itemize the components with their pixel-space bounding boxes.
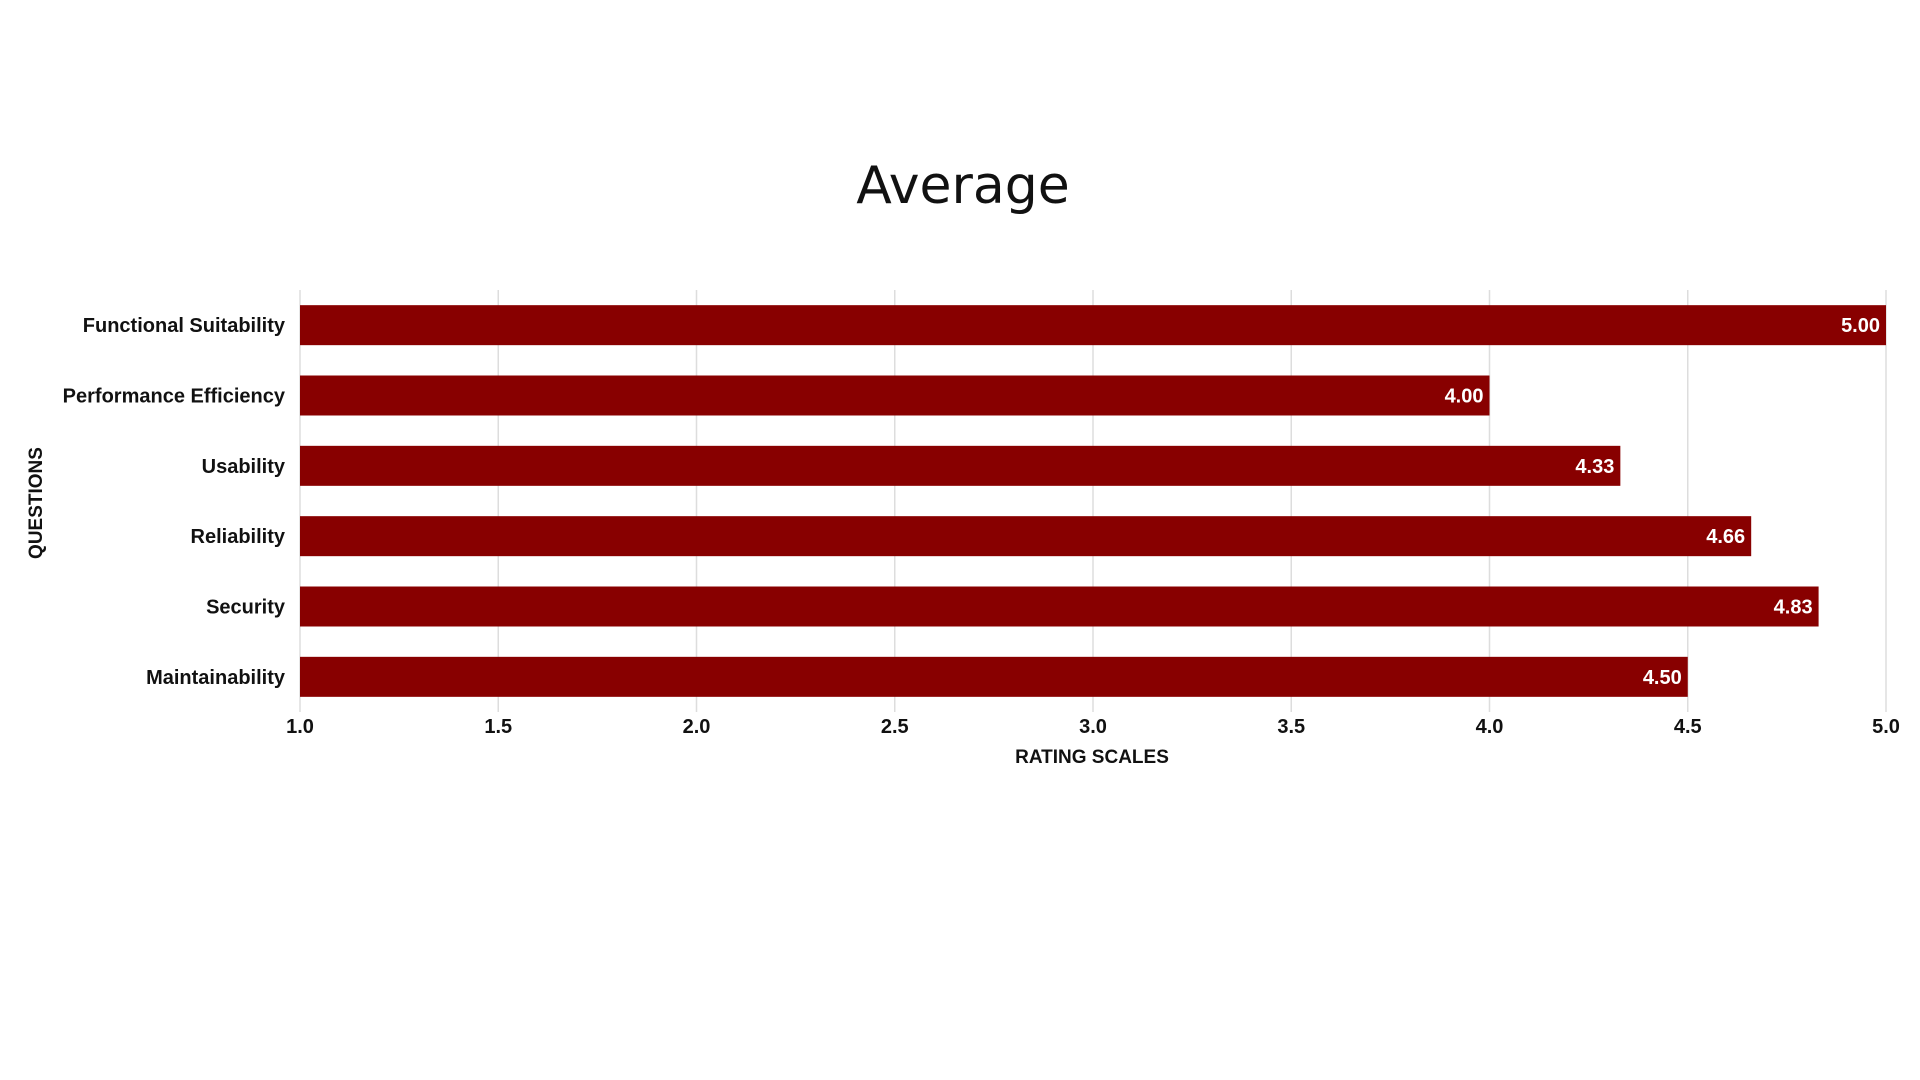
x-tick-label-6: 4.0 [1476,716,1504,738]
category-label-3: Reliability [191,526,286,548]
data-label-5: 4.50 [1643,667,1682,689]
x-tick-label-7: 4.5 [1674,716,1702,738]
x-tick-labels: 1.0 1.5 2.0 2.5 3.0 3.5 4.0 4.5 5.0 [286,716,1900,738]
category-label-1: Performance Efficiency [63,386,286,408]
bar-0 [300,305,1886,346]
x-tick-label-1: 1.5 [484,716,512,738]
x-axis-title: RATING SCALES [1015,747,1169,768]
data-label-4: 4.83 [1774,597,1813,619]
category-label-5: Maintainability [146,667,286,689]
bar-2 [300,445,1621,486]
x-tick-label-4: 3.0 [1079,716,1107,738]
x-tick-label-2: 2.0 [683,716,711,738]
category-labels: Functional Suitability Performance Effici… [63,315,286,689]
x-tick-label-5: 3.5 [1277,716,1305,738]
data-label-1: 4.00 [1445,386,1484,408]
bar-4 [300,586,1819,627]
bar-3 [300,516,1752,557]
data-label-3: 4.66 [1706,526,1745,548]
bars: 5.00 4.00 4.33 4.66 4.83 4.50 [300,305,1886,697]
grid-lines [299,290,1887,712]
category-label-0: Functional Suitability [83,315,286,337]
bar-1 [300,375,1490,416]
y-axis-title: QUESTIONS [26,447,47,559]
data-label-0: 5.00 [1841,315,1880,337]
x-tick-label-3: 2.5 [881,716,909,738]
chart-title: Average [856,156,1070,216]
bar-5 [300,656,1688,697]
category-label-4: Security [206,597,286,619]
x-tick-label-0: 1.0 [286,716,314,738]
category-label-2: Usability [202,456,286,478]
data-label-2: 4.33 [1575,456,1614,478]
x-tick-label-8: 5.0 [1872,716,1900,738]
